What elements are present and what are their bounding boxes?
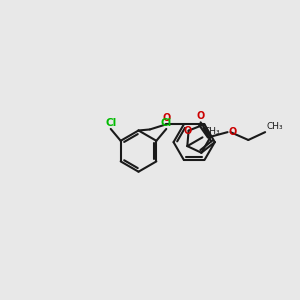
- Text: Cl: Cl: [105, 118, 116, 128]
- Text: O: O: [184, 126, 192, 136]
- Text: O: O: [196, 111, 205, 121]
- Text: CH₃: CH₃: [203, 128, 220, 136]
- Text: CH₃: CH₃: [266, 122, 283, 131]
- Text: O: O: [162, 113, 170, 123]
- Text: Cl: Cl: [161, 118, 172, 128]
- Text: O: O: [229, 127, 237, 137]
